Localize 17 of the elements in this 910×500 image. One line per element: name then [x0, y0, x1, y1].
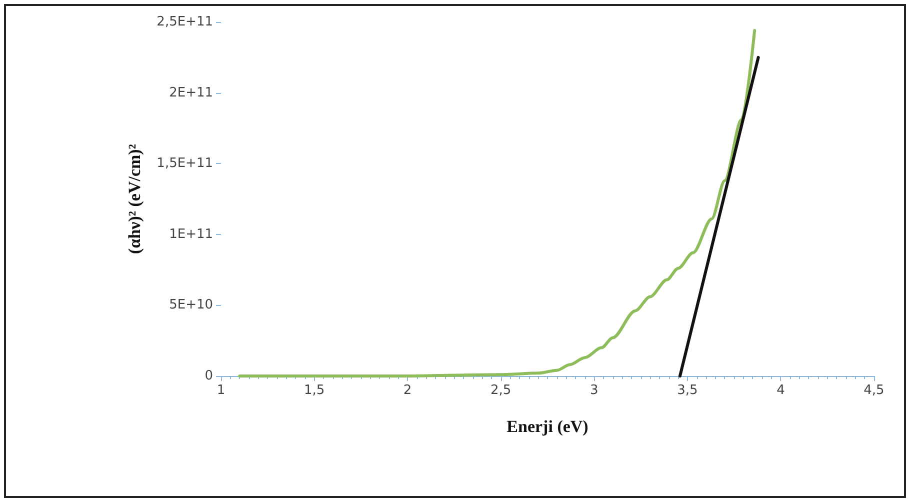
x-tick-label: 3,5 — [677, 383, 698, 398]
y-tick-label: 1,5E+11 — [156, 156, 213, 172]
y-axis-title: (αhν)² (eV/cm)² — [125, 144, 144, 254]
y-tick-label: 2,5E+11 — [156, 14, 213, 30]
x-tick-label: 2,5 — [490, 383, 512, 398]
x-tick-label: 4,5 — [864, 383, 884, 398]
x-tick-label: 3 — [590, 383, 598, 398]
y-tick-label: 0 — [204, 368, 213, 384]
y-tick-label: 1E+11 — [169, 226, 213, 242]
y-tick-label: 2E+11 — [169, 85, 213, 100]
x-tick-label: 2 — [403, 383, 412, 398]
x-axis-title: Enerji (eV) — [506, 417, 588, 436]
x-tick-label: 1 — [216, 383, 226, 398]
x-tick-label: 1,5 — [304, 383, 325, 398]
x-tick-label: 4 — [776, 383, 785, 398]
y-tick-label: 5E+10 — [169, 298, 213, 313]
line-series — [238, 28, 756, 378]
